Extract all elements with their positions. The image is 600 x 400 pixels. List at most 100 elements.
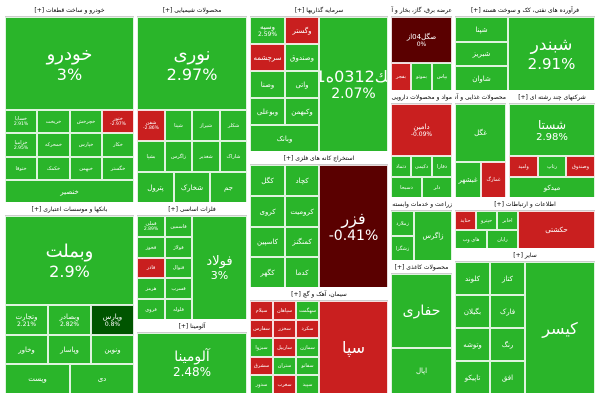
sector-title[interactable]: مواد و محصولات دارویی [+]	[391, 93, 452, 104]
stock-tile[interactable]: سشرق	[250, 357, 273, 375]
stock-tile[interactable]: ختوقا	[5, 157, 37, 180]
stock-tile[interactable]: شیراز	[192, 110, 220, 141]
stock-tile[interactable]: زاگرس	[165, 141, 192, 172]
stock-tile[interactable]: وپارس 0.8%	[91, 305, 134, 335]
stock-tile[interactable]: وصندوق	[285, 44, 319, 71]
stock-tile[interactable]: کمنگنز	[285, 227, 319, 257]
sector-title[interactable]: اطلاعات و ارتباطات [+]	[455, 200, 595, 211]
stock-tile[interactable]: شغدیر	[192, 141, 220, 172]
stock-tile[interactable]: دلر	[422, 177, 452, 197]
sector-block[interactable]: محصولات شیمیایی [+] نوری 2.97% شفن -2.86% شپن…	[136, 5, 248, 203]
stock-tile[interactable]: کگل	[250, 165, 285, 196]
stock-tile[interactable]: واتی	[285, 71, 319, 98]
stock-tile[interactable]: خمحرکه	[37, 133, 70, 157]
stock-tile[interactable]: سکرد	[296, 320, 319, 338]
stock-tile[interactable]: کدما	[285, 257, 319, 287]
sector-title[interactable]: فلزات اساسی [+]	[137, 205, 247, 216]
stock-tile[interactable]: فسرب	[165, 278, 192, 299]
stock-tile[interactable]: بموتو	[411, 63, 432, 90]
stock-tile[interactable]: خودرو 3%	[5, 17, 134, 110]
sector-title[interactable]: فرآورده های نفتی، کک و سوخت هسته [+]	[455, 6, 595, 17]
stock-tile[interactable]: وسپه 2.59%	[250, 17, 285, 44]
sector-block[interactable]: سرمایه گذاریها [+]سك0312ه012.07% وسپه2.59…	[249, 5, 389, 152]
stock-tile[interactable]: سفارس	[250, 320, 273, 338]
stock-tile[interactable]: رنگ	[490, 328, 525, 361]
sector-block[interactable]: خودرو و ساخت قطعات [+] خودرو 3% خساپا 2.91% خ…	[4, 5, 135, 203]
sector-title[interactable]: استخراج کانه های فلزی [+]	[250, 154, 388, 165]
stock-tile[interactable]: غگل	[455, 104, 506, 162]
stock-tile[interactable]: شبندر 2.91%	[508, 17, 595, 90]
sector-block[interactable]: سایر [+] کیسر کلوند کتاز بگیلان فارک وتوشه رنگ ت…	[454, 250, 596, 394]
sector-block[interactable]: شرکتهای چند رشته ای [+] شستا 2.98% وامید رتا…	[508, 92, 596, 198]
stock-tile[interactable]: شبریز	[455, 42, 508, 66]
sector-title[interactable]: محصولات شیمیایی [+]	[137, 6, 247, 17]
stock-tile[interactable]: رتاپ	[538, 156, 566, 177]
stock-tile[interactable]: خچرخش	[70, 110, 102, 133]
stock-tile[interactable]: های وب	[455, 230, 487, 248]
stock-tile[interactable]: کلوند	[455, 262, 490, 295]
stock-tile[interactable]: اپال	[391, 348, 452, 393]
sector-title[interactable]: خودرو و ساخت قطعات [+]	[5, 6, 134, 17]
stock-tile[interactable]: خریخت	[37, 110, 70, 133]
stock-tile[interactable]: دکیمی	[411, 156, 432, 177]
sector-title[interactable]: سیمان، آهک و گچ [+]	[250, 290, 388, 301]
stock-tile[interactable]: خکمک	[37, 157, 70, 180]
sector-block[interactable]: عرضه برق، گاز، بخار و آب گرم [+]صگل04از0…	[390, 5, 453, 91]
stock-tile[interactable]: فولاد 3%	[192, 216, 247, 319]
stock-tile[interactable]: ونوین	[91, 335, 134, 364]
stock-tile[interactable]: بگیلان	[455, 295, 490, 328]
stock-tile[interactable]: خبهمن	[70, 157, 102, 180]
stock-tile[interactable]: سبزوا	[250, 338, 273, 357]
sector-block[interactable]: زراعت و خدمات وابسته [+] زاگرس زملارد زشگزا	[390, 199, 453, 261]
stock-tile[interactable]: فارک	[490, 295, 525, 328]
stock-tile[interactable]: حفاری	[391, 274, 452, 348]
stock-tile[interactable]: وبصادر 2.82%	[48, 305, 91, 335]
sector-title[interactable]: سرمایه گذاریها [+]	[250, 6, 388, 17]
stock-tile[interactable]: سیلام	[250, 301, 273, 320]
stock-tile[interactable]: دی	[70, 364, 134, 393]
sector-block[interactable]: مواد و محصولات دارویی [+]دامین-0.09%دتما…	[390, 92, 453, 198]
stock-tile[interactable]: وامید	[509, 156, 538, 177]
sector-title[interactable]: عرضه برق، گاز، بخار و آب گرم [+]	[391, 6, 452, 17]
stock-tile[interactable]: وصندوق	[566, 156, 595, 177]
stock-tile[interactable]: جم	[210, 172, 247, 202]
stock-tile[interactable]: شخارک	[174, 172, 210, 202]
stock-tile[interactable]: شاوان	[455, 66, 508, 90]
stock-tile[interactable]: فاسمین	[165, 216, 192, 237]
stock-tile[interactable]: خساپا 2.91%	[5, 110, 37, 133]
stock-tile[interactable]: پترول	[137, 172, 174, 202]
sector-title[interactable]: محصولات غذایی و آشامیدنی [+]	[455, 93, 506, 104]
stock-tile[interactable]: خکار	[102, 133, 134, 157]
stock-tile[interactable]: شپنا	[455, 17, 508, 42]
stock-tile[interactable]: افق	[490, 361, 525, 393]
sector-block[interactable]: فلزات اساسی [+] فولاد 3% فملی 2.89% فاسمین فخو…	[136, 204, 248, 320]
stock-tile[interactable]: سپید	[296, 375, 319, 393]
stock-tile[interactable]: سك0312ه012.07%	[319, 17, 388, 151]
stock-tile[interactable]: بشپا	[137, 141, 165, 172]
stock-tile[interactable]: کروی	[250, 196, 285, 227]
stock-tile[interactable]: وپست	[5, 364, 70, 393]
stock-tile[interactable]: رایان	[487, 230, 518, 248]
stock-tile[interactable]: فاذر	[137, 258, 165, 278]
stock-tile[interactable]: سرچشمه	[250, 44, 285, 71]
stock-tile[interactable]: تاپیکو	[455, 361, 490, 393]
stock-tile[interactable]: کاسپین	[250, 227, 285, 257]
stock-tile[interactable]: سپاهان	[273, 301, 296, 320]
stock-tile[interactable]: سهگمت	[296, 301, 319, 320]
sector-block[interactable]: محصولات غذایی و آشامیدنی [+] غگل غبشهر غمار…	[454, 92, 507, 198]
sector-block[interactable]: اطلاعات و ارتباطات [+] حکشتی حتاید حپترو اخا…	[454, 199, 596, 249]
sector-title[interactable]: آلومینا [+]	[137, 322, 247, 333]
sector-block[interactable]: استخراج کانه های فلزی [+] فزر -0.41% کگل کچا…	[249, 153, 389, 288]
stock-tile[interactable]: وپاسار	[48, 335, 91, 364]
stock-tile[interactable]: نوری 2.97%	[137, 17, 247, 110]
stock-tile[interactable]: کتاز	[490, 262, 525, 295]
stock-tile[interactable]: شکلر	[220, 110, 247, 141]
stock-tile[interactable]: فنوال	[165, 258, 192, 278]
stock-tile[interactable]: کگهر	[250, 257, 285, 287]
stock-tile[interactable]: وکبهمن	[285, 98, 319, 125]
stock-tile[interactable]: دسبحا	[391, 177, 422, 197]
stock-tile[interactable]: فخوز	[137, 237, 165, 258]
sector-title[interactable]: بانکها و موسسات اعتباری [+]	[5, 205, 134, 216]
stock-tile[interactable]: وگستر	[285, 17, 319, 44]
sector-title[interactable]: محصولات کاغذی [+]	[391, 263, 452, 274]
